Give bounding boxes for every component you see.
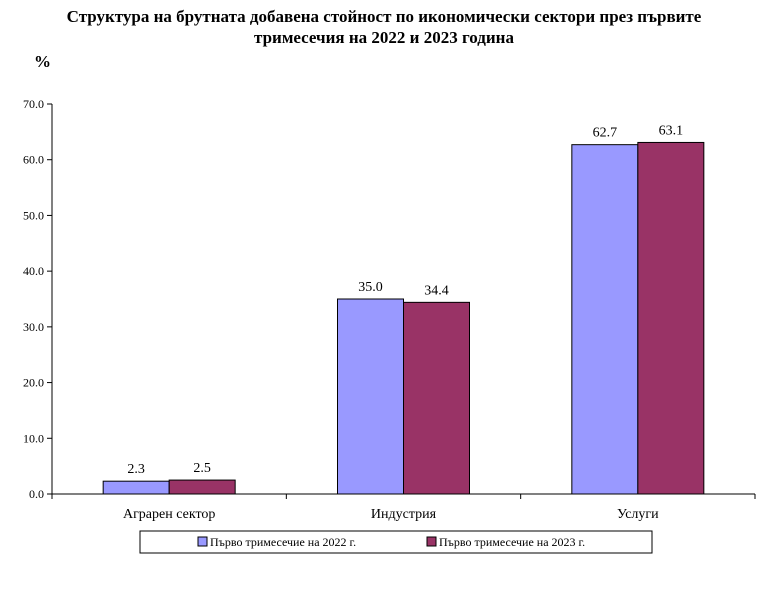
legend-swatch	[197, 536, 208, 547]
bar	[637, 141, 705, 495]
legend-label: Първо тримесечие на 2023 г.	[439, 535, 585, 549]
y-axis-unit-label: %	[34, 52, 51, 71]
data-label: 2.3	[127, 462, 145, 477]
bar	[337, 298, 404, 495]
x-category-label: Индустрия	[371, 507, 437, 522]
y-tick-label: 10.0	[23, 431, 44, 445]
legend-box	[139, 530, 653, 554]
y-tick-label: 50.0	[23, 208, 44, 222]
y-tick-label: 60.0	[23, 153, 44, 167]
y-tick-label: 0.0	[29, 487, 44, 501]
data-label: 63.1	[659, 123, 684, 138]
x-category-label: Аграрен сектор	[123, 507, 215, 522]
x-category-label: Услуги	[617, 507, 659, 522]
chart-title-line-1: Структура на брутната добавена стойност …	[66, 7, 702, 26]
bar	[571, 144, 639, 495]
data-label: 34.4	[424, 283, 449, 298]
y-tick-label: 40.0	[23, 264, 44, 278]
y-tick-label: 70.0	[23, 97, 44, 111]
legend-label: Първо тримесечие на 2022 г.	[210, 535, 356, 549]
y-tick-label: 30.0	[23, 320, 44, 334]
y-tick-label: 20.0	[23, 376, 44, 390]
bar	[403, 301, 470, 495]
data-label: 2.5	[193, 461, 211, 476]
bar	[102, 480, 170, 495]
data-label: 35.0	[358, 280, 383, 295]
bar	[168, 479, 236, 495]
data-label: 62.7	[593, 126, 618, 141]
chart-title: Структура на брутната добавена стойност …	[0, 6, 768, 48]
chart-title-line-2: тримесечия на 2022 и 2023 година	[254, 28, 514, 47]
legend-swatch	[426, 536, 437, 547]
